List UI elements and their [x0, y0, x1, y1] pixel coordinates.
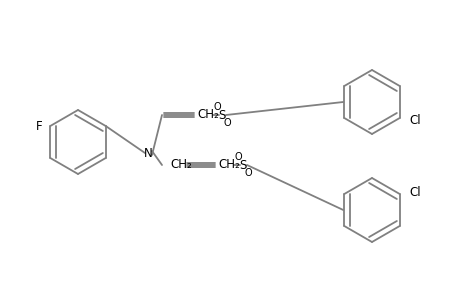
- Text: O: O: [244, 168, 251, 178]
- Text: S: S: [239, 158, 246, 172]
- Text: O: O: [234, 152, 241, 162]
- Text: CH₂: CH₂: [196, 107, 218, 121]
- Text: CH₂: CH₂: [170, 158, 191, 170]
- Text: S: S: [218, 109, 225, 122]
- Text: F: F: [36, 119, 42, 133]
- Text: Cl: Cl: [409, 113, 420, 127]
- Text: O: O: [223, 118, 230, 128]
- Text: N: N: [143, 146, 152, 160]
- Text: Cl: Cl: [409, 185, 420, 199]
- Text: O: O: [213, 102, 220, 112]
- Text: CH₂: CH₂: [218, 158, 239, 170]
